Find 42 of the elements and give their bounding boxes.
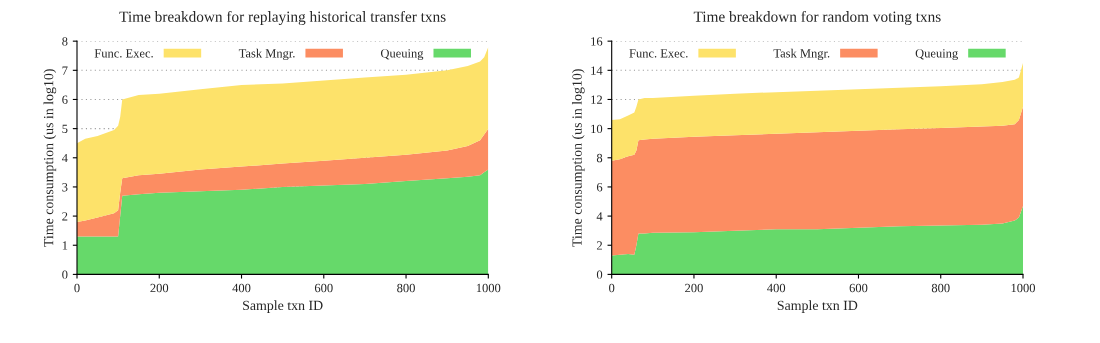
y-tick-label: 4 [61, 153, 68, 163]
y-tick-label: 4 [596, 212, 603, 221]
y-tick-label: 7 [62, 66, 68, 75]
x-tick-label: 400 [767, 283, 786, 293]
x-tick-label: 1000 [476, 283, 501, 293]
x-tick-label: 0 [74, 283, 80, 293]
y-tick-label: 16 [591, 37, 603, 46]
x-tick-label: 400 [232, 283, 251, 293]
y-tick-label: 14 [591, 66, 603, 75]
y-tick-label: 12 [591, 95, 602, 104]
legend-label: Task Mngr. [238, 48, 295, 61]
x-tick-label: 200 [150, 283, 169, 293]
y-tick-label: 6 [62, 95, 68, 104]
y-tick-label: 1 [62, 241, 68, 250]
x-axis-title: Sample txn ID [243, 300, 323, 313]
y-tick-label: 8 [62, 37, 68, 46]
y-axis-title: Time consumption (us in log10) [571, 69, 585, 247]
y-tick-label: 0 [62, 270, 68, 279]
x-tick-label: 600 [314, 283, 333, 293]
y-tick-label: 0 [596, 270, 603, 279]
y-tick-label: 8 [596, 153, 603, 163]
y-tick-label: 6 [596, 182, 603, 192]
legend-label: Func. Exec. [629, 49, 688, 58]
y-tick-label: 2 [596, 241, 602, 250]
x-tick-label: 0 [609, 283, 615, 293]
x-tick-label: 800 [397, 283, 415, 293]
x-tick-label: 600 [849, 283, 868, 293]
legend-label: Queuing [380, 49, 424, 61]
x-tick-label: 200 [685, 283, 703, 293]
legend-label: Func. Exec. [94, 49, 153, 58]
y-tick-label: 5 [62, 124, 68, 134]
x-axis-title: Sample txn ID [777, 300, 858, 313]
y-axis-title: Time consumption (us in log10) [43, 69, 57, 247]
chart-title: Time breakdown for random voting txns [693, 10, 941, 26]
x-tick-label: 1000 [1011, 283, 1036, 293]
chart-title: Time breakdown for replaying historical transfer txns [119, 10, 446, 26]
legend-label: Task Mngr. [773, 48, 830, 61]
legend-label: Queuing [915, 49, 958, 61]
y-tick-label: 10 [591, 124, 603, 134]
y-tick-label: 3 [62, 182, 68, 192]
y-tick-label: 2 [62, 212, 68, 221]
x-tick-label: 800 [931, 283, 950, 293]
